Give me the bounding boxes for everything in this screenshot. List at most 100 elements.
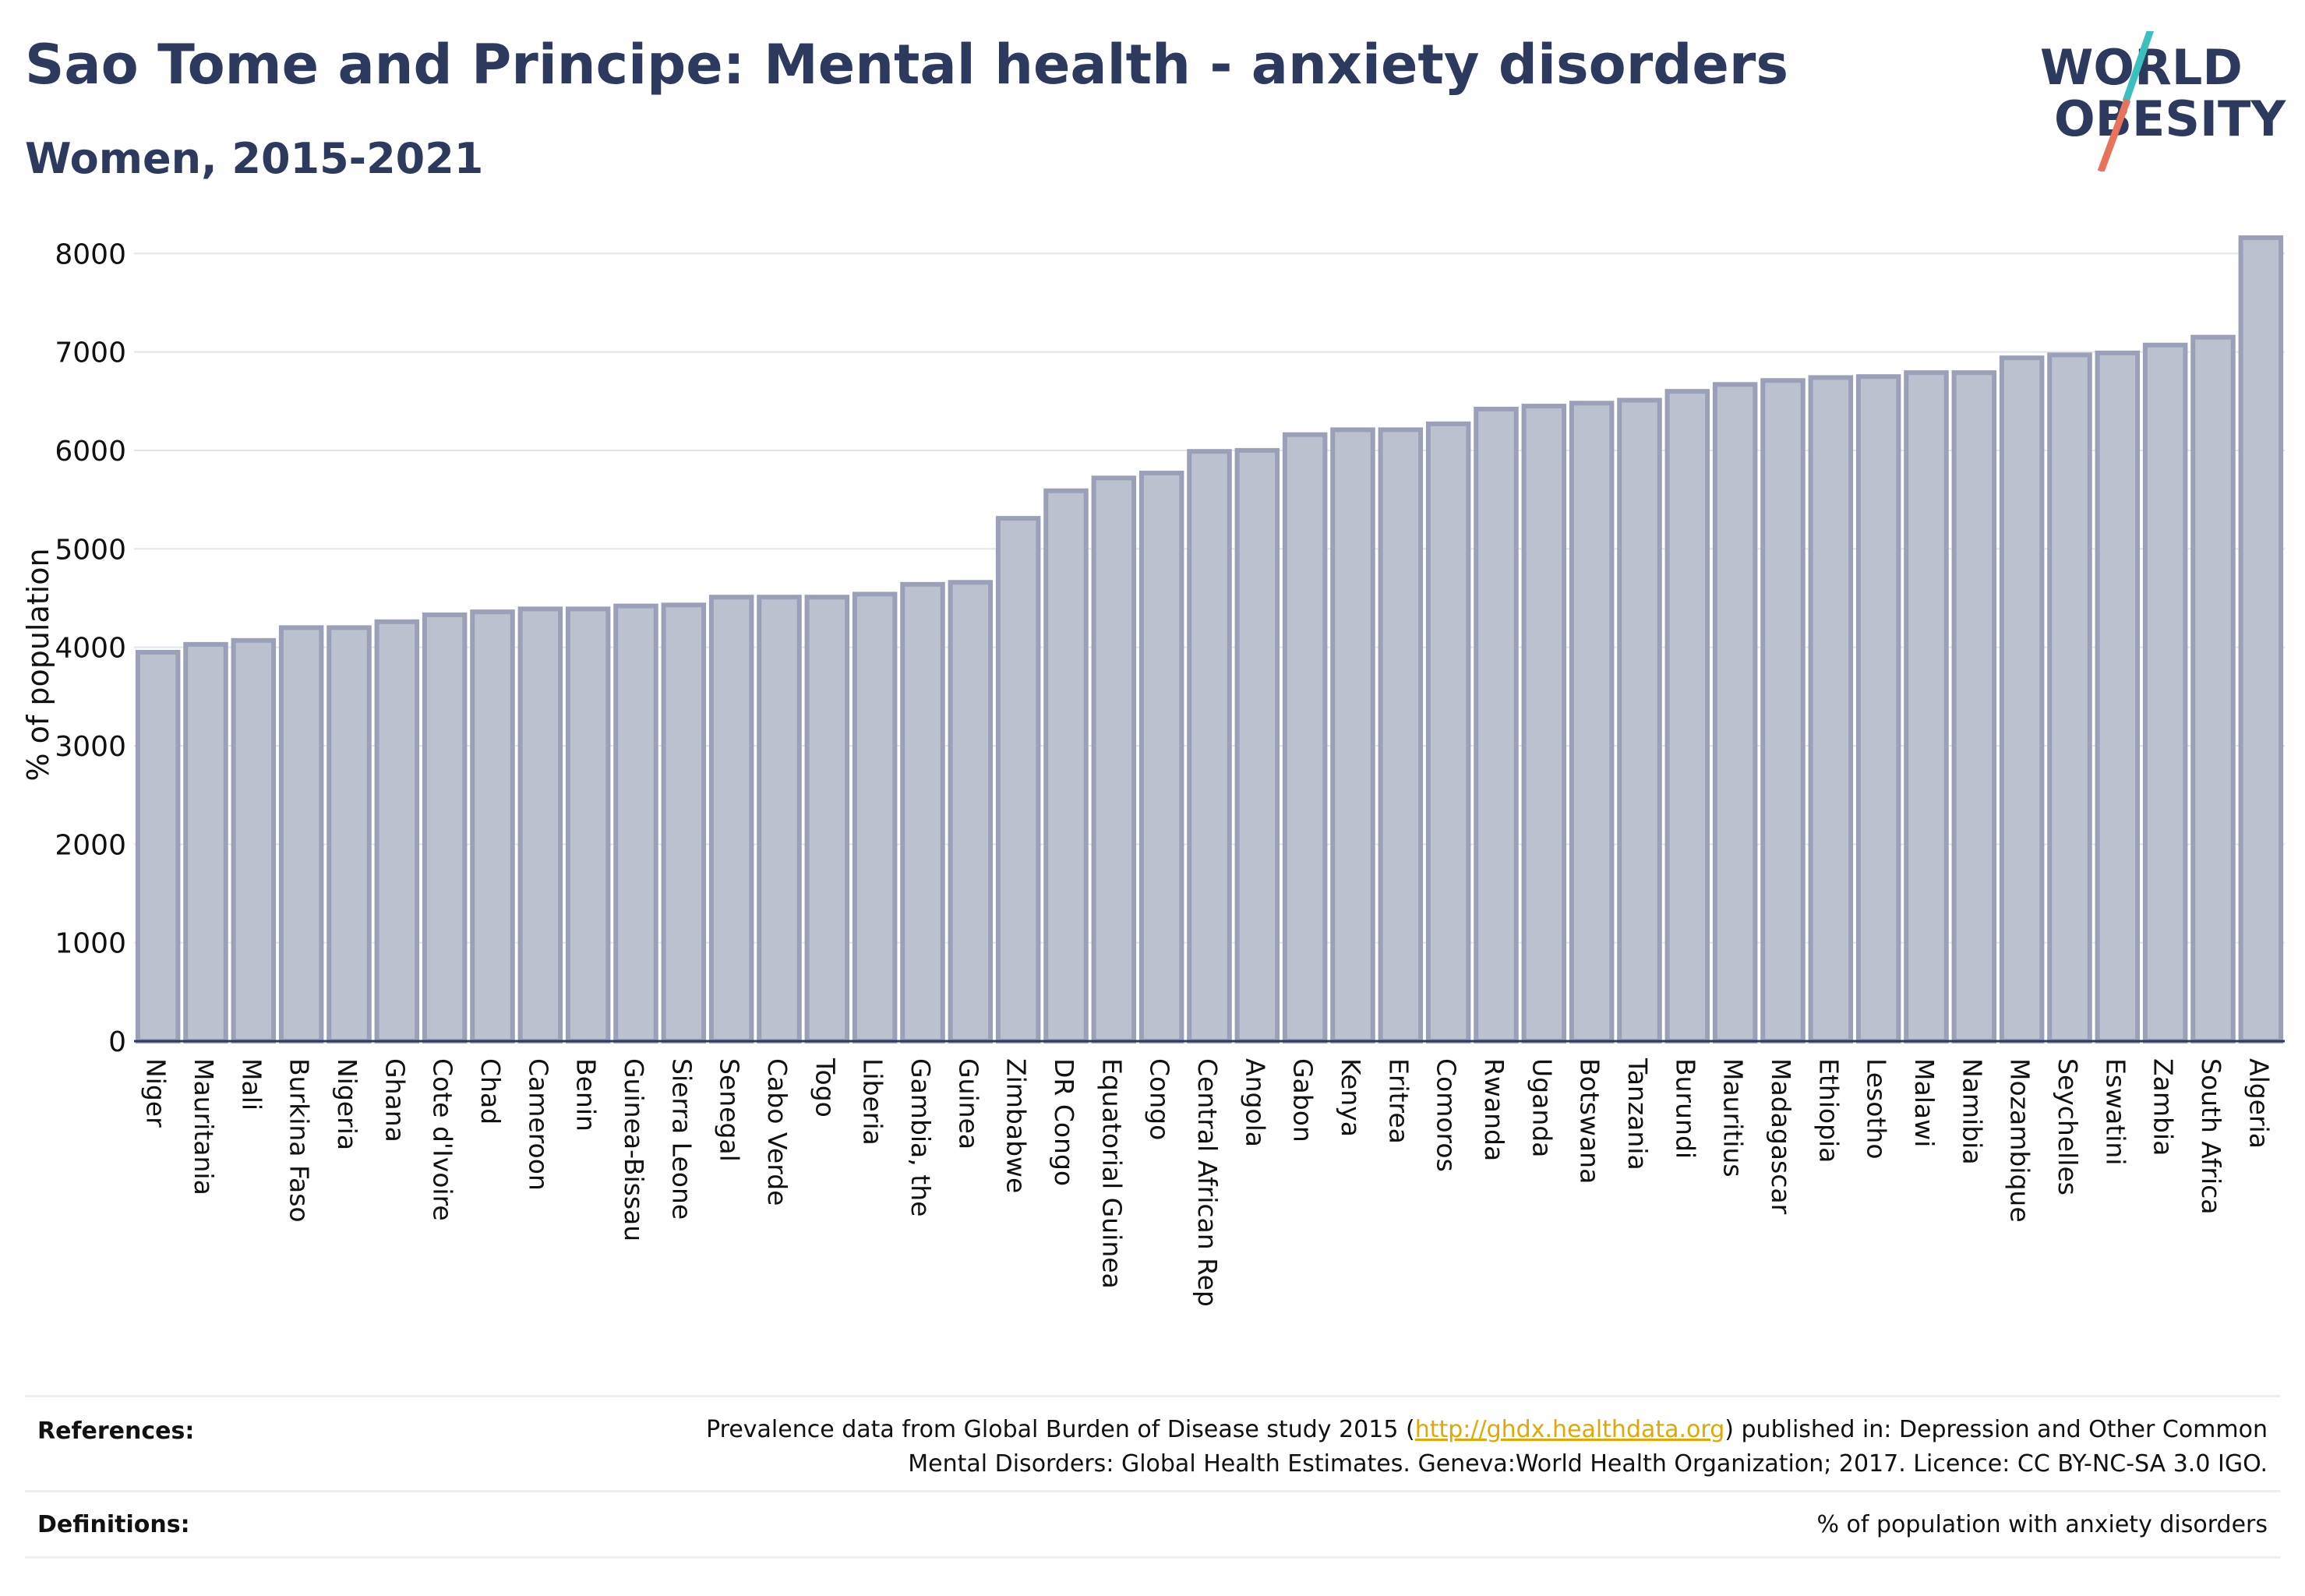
bar[interactable] [2095, 350, 2141, 1043]
bar[interactable] [900, 581, 945, 1043]
y-axis-ticks: 0 1000 2000 3000 4000 5000 6000 7000 8000 [55, 238, 126, 1058]
bar[interactable] [374, 619, 420, 1043]
x-tick-label: Mauritius [1718, 1058, 1749, 1178]
bar[interactable] [135, 649, 181, 1043]
bar[interactable] [1474, 406, 1519, 1043]
bar[interactable] [708, 595, 754, 1043]
bars [135, 235, 2284, 1044]
y-tick-label: 0 [108, 1026, 126, 1058]
definitions-row: Definitions: % of population with anxiet… [25, 1490, 2280, 1559]
y-axis-label: % of population [21, 548, 55, 781]
x-tick-label: Gabon [1288, 1058, 1318, 1142]
x-tick-label: DR Congo [1049, 1058, 1079, 1186]
x-tick-label: Burkina Faso [284, 1058, 315, 1223]
bar[interactable] [1043, 488, 1089, 1043]
bar[interactable] [1951, 370, 1997, 1043]
bar[interactable] [231, 637, 277, 1043]
x-tick-label: Nigeria [332, 1058, 362, 1150]
bar[interactable] [2047, 352, 2092, 1043]
x-tick-label: Malawi [1909, 1058, 1940, 1147]
bar[interactable] [1378, 427, 1424, 1043]
x-tick-label: Uganda [1527, 1058, 1557, 1157]
logo-slash-coral [2097, 98, 2131, 171]
bar[interactable] [1855, 374, 1901, 1043]
bar[interactable] [613, 603, 658, 1043]
x-tick-label: Gambia, the [905, 1058, 936, 1216]
bar[interactable] [1282, 432, 1328, 1043]
x-tick-label: Zimbabwe [1001, 1058, 1032, 1193]
bar[interactable] [1330, 427, 1375, 1043]
x-tick-label: Madagascar [1766, 1058, 1796, 1215]
x-tick-label: Botswana [1575, 1058, 1605, 1184]
y-tick-label: 7000 [55, 337, 126, 369]
definitions-text: % of population with anxiety disorders [1816, 1511, 2268, 1538]
bar[interactable] [1999, 355, 2045, 1043]
bar[interactable] [1808, 375, 1854, 1043]
y-tick-label: 1000 [55, 928, 126, 960]
references-text-start: Prevalence data from Global Burden of Di… [706, 1416, 1415, 1443]
x-tick-label: Eritrea [1383, 1058, 1414, 1144]
x-tick-label: Cote d'Ivoire [428, 1058, 458, 1221]
bar[interactable] [1904, 370, 1949, 1043]
x-tick-label: Chad [475, 1058, 506, 1125]
logo-slash-teal [2122, 31, 2155, 103]
x-tick-label: Niger [141, 1058, 171, 1128]
world-obesity-logo: WORLD OBESITY [2040, 31, 2286, 171]
bar[interactable] [804, 595, 850, 1043]
bar[interactable] [661, 602, 707, 1043]
x-tick-label: Cabo Verde [762, 1058, 792, 1206]
bar[interactable] [995, 516, 1041, 1043]
y-tick-label: 2000 [55, 829, 126, 861]
x-tick-label: Comoros [1431, 1058, 1462, 1172]
bar[interactable] [1187, 449, 1232, 1043]
bar[interactable] [327, 625, 372, 1043]
references-text: Prevalence data from Global Burden of Di… [706, 1413, 2268, 1481]
x-tick-label: South Africa [2196, 1058, 2226, 1215]
bar[interactable] [1617, 397, 1662, 1043]
bar[interactable] [1760, 378, 1806, 1043]
bar[interactable] [1521, 404, 1567, 1043]
bar[interactable] [1664, 389, 1710, 1043]
bar[interactable] [2142, 342, 2188, 1043]
bar[interactable] [1138, 471, 1184, 1043]
x-tick-label: Equatorial Guinea [1096, 1058, 1127, 1289]
y-tick-label: 6000 [55, 436, 126, 468]
bar-chart: 0 1000 2000 3000 4000 5000 6000 7000 8000 Niger M… [21, 235, 2285, 1307]
bar[interactable] [517, 606, 563, 1043]
bar[interactable] [1425, 421, 1471, 1043]
references-row: References: Prevalence data from Global … [25, 1395, 2280, 1492]
x-tick-label: Congo [1145, 1058, 1175, 1140]
chart-subtitle: Women, 2015-2021 [25, 134, 484, 183]
bar[interactable] [1712, 382, 1758, 1043]
bar[interactable] [565, 606, 611, 1043]
x-tick-label: Angola [1240, 1058, 1270, 1147]
references-link[interactable]: http://ghdx.healthdata.org [1414, 1416, 1725, 1443]
x-tick-label: Burundi [1670, 1058, 1700, 1159]
x-tick-label: Senegal [715, 1058, 745, 1162]
bar[interactable] [470, 609, 515, 1043]
bar[interactable] [757, 595, 802, 1043]
x-tick-label: Lesotho [1862, 1058, 1892, 1160]
x-tick-label: Mozambique [2005, 1058, 2035, 1223]
chart-title: Sao Tome and Principe: Mental health - a… [25, 33, 1789, 97]
bar[interactable] [1569, 401, 1615, 1043]
bar[interactable] [948, 580, 994, 1043]
references-text-end: ) published in: Depression and Other Com… [1724, 1416, 2268, 1443]
x-tick-label: Tanzania [1622, 1058, 1653, 1171]
x-tick-label: Ethiopia [1813, 1058, 1844, 1163]
logo-line2: OBESITY [2054, 90, 2286, 147]
bar[interactable] [278, 625, 324, 1043]
bar[interactable] [1091, 475, 1137, 1043]
references-label: References: [37, 1418, 195, 1445]
bar[interactable] [2238, 235, 2284, 1043]
y-tick-label: 5000 [55, 534, 126, 566]
x-tick-label: Mauritania [189, 1058, 219, 1195]
x-tick-label: Eswatini [2100, 1058, 2130, 1165]
x-tick-label: Benin [571, 1058, 602, 1132]
bar[interactable] [422, 612, 468, 1043]
bar[interactable] [1234, 447, 1280, 1043]
x-tick-label: Togo [810, 1058, 840, 1118]
bar[interactable] [852, 591, 898, 1043]
bar[interactable] [183, 641, 228, 1043]
bar[interactable] [2190, 334, 2236, 1044]
